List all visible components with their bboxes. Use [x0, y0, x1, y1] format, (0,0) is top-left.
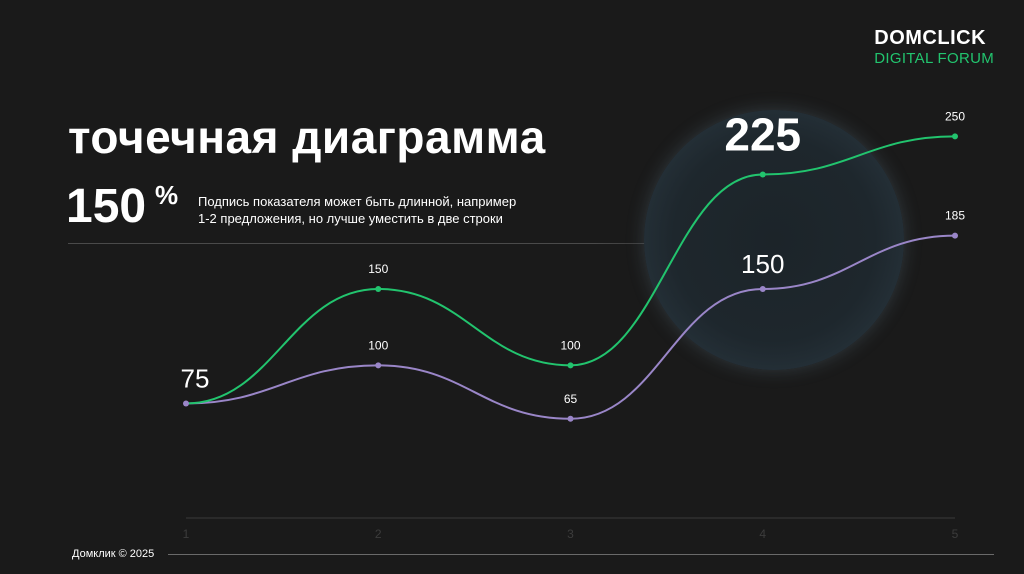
- data-label-purple: 185: [945, 209, 965, 223]
- x-tick-label: 4: [759, 527, 766, 541]
- highlight-glow-circle: [644, 110, 904, 370]
- data-point-purple: [567, 415, 574, 422]
- kpi-unit: %: [155, 180, 179, 210]
- x-tick-label: 1: [183, 527, 190, 541]
- data-label-purple: 65: [564, 392, 578, 406]
- data-label-green: 100: [560, 338, 580, 352]
- data-point-green: [375, 286, 382, 292]
- data-point-purple: [952, 232, 958, 239]
- kpi-caption-line-1: Подпись показателя может быть длинной, н…: [198, 194, 517, 209]
- data-point-purple: [375, 362, 382, 369]
- logo-brand: DOMCLICK: [874, 27, 987, 49]
- x-tick-label: 3: [567, 527, 574, 541]
- data-point-green: [567, 362, 574, 369]
- data-label-purple: 100: [368, 338, 388, 352]
- logo-subtitle: DIGITAL FORUM: [874, 50, 994, 67]
- data-label-purple: 150: [741, 249, 784, 279]
- header-divider: [68, 243, 768, 244]
- data-point-purple: [759, 286, 766, 292]
- data-label-green: 225: [724, 109, 801, 161]
- data-point-purple: [183, 400, 189, 407]
- data-point-green: [759, 171, 766, 178]
- series-line-purple: [185, 234, 956, 420]
- kpi-caption: Подпись показателя может быть длинной, н…: [198, 193, 618, 227]
- slide-title: точечная диаграмма: [68, 111, 546, 163]
- data-label-green: 250: [945, 109, 965, 123]
- footer-copyright: Домклик © 2025: [72, 548, 155, 560]
- data-label-green: 150: [368, 262, 388, 276]
- kpi-caption-line-2: 1-2 предложения, но лучше уместить в две…: [198, 211, 503, 226]
- domclick-logo: DOMCLICK DIGITAL FORUM: [874, 28, 994, 66]
- footer-divider: [168, 554, 994, 555]
- x-tick-label: 2: [375, 527, 382, 541]
- x-tick-label: 5: [952, 527, 959, 541]
- data-label-purple: 75: [181, 364, 210, 394]
- data-point-green: [952, 133, 958, 140]
- kpi-value: 150: [66, 180, 147, 233]
